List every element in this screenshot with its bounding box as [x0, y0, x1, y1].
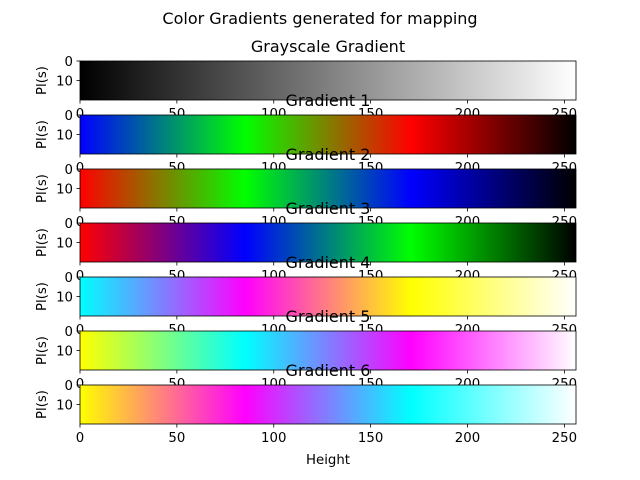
subplot-title: Gradient 6 — [286, 361, 371, 380]
y-axis-label: Pl(s) — [35, 282, 50, 311]
x-tick-label: 0 — [76, 431, 84, 446]
subplot-title: Gradient 2 — [286, 145, 371, 164]
y-axis-label: Pl(s) — [35, 228, 50, 257]
subplot-title: Gradient 1 — [286, 91, 371, 110]
y-tick-label: 0 — [65, 325, 73, 340]
x-tick-label: 0 — [76, 215, 84, 230]
gradient-image — [80, 331, 576, 370]
y-tick-label: 10 — [56, 237, 73, 252]
y-tick-label: 10 — [56, 291, 73, 306]
y-tick-label: 0 — [65, 55, 73, 70]
x-tick-label: 0 — [76, 323, 84, 338]
gradient-image — [80, 169, 576, 208]
y-tick-label: 0 — [65, 217, 73, 232]
figure-suptitle: Color Gradients generated for mapping — [162, 9, 477, 28]
x-tick-label: 150 — [358, 431, 383, 446]
x-tick-label: 0 — [76, 107, 84, 122]
y-tick-label: 10 — [56, 183, 73, 198]
x-tick-label: 100 — [261, 431, 286, 446]
y-tick-label: 0 — [65, 379, 73, 394]
y-axis-label: Pl(s) — [35, 174, 50, 203]
subplot-title: Gradient 5 — [286, 307, 371, 326]
x-axis-label: Height — [306, 453, 350, 468]
y-tick-label: 0 — [65, 109, 73, 124]
y-tick-label: 10 — [56, 75, 73, 90]
subplot-title: Grayscale Gradient — [251, 37, 405, 56]
x-tick-label: 250 — [552, 431, 577, 446]
gradient-image — [80, 385, 576, 424]
y-axis-label: Pl(s) — [35, 120, 50, 149]
x-tick-label: 0 — [76, 161, 84, 176]
subplot-title: Gradient 3 — [286, 199, 371, 218]
y-tick-label: 10 — [56, 399, 73, 414]
y-axis-label: Pl(s) — [35, 390, 50, 419]
x-tick-label: 200 — [455, 431, 480, 446]
y-tick-label: 10 — [56, 129, 73, 144]
gradient-image — [80, 277, 576, 316]
gradient-image — [80, 61, 576, 100]
y-tick-label: 0 — [65, 163, 73, 178]
y-axis-label: Pl(s) — [35, 66, 50, 95]
gradient-image — [80, 223, 576, 262]
y-axis-label: Pl(s) — [35, 336, 50, 365]
gradient-image — [80, 115, 576, 154]
subplot-title: Gradient 4 — [286, 253, 371, 272]
x-tick-label: 50 — [168, 431, 185, 446]
x-tick-label: 0 — [76, 269, 84, 284]
y-tick-label: 10 — [56, 345, 73, 360]
y-tick-label: 0 — [65, 271, 73, 286]
x-tick-label: 0 — [76, 377, 84, 392]
